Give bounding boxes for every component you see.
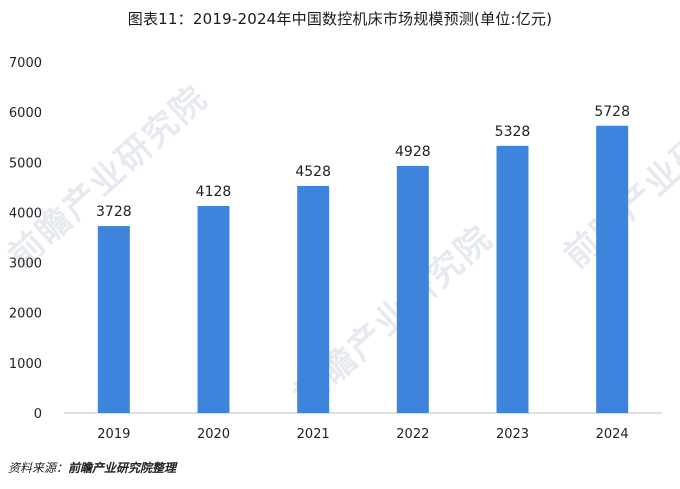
bar-2023: [496, 145, 529, 413]
bar-2022: [396, 165, 429, 413]
x-tick-label: 2022: [396, 427, 429, 442]
y-tick-label: 4000: [9, 206, 42, 221]
bar-2019: [97, 226, 130, 413]
y-tick-label: 0: [34, 407, 42, 422]
y-tick-label: 1000: [9, 357, 42, 372]
bar-2020: [197, 206, 230, 413]
x-tick-label: 2023: [496, 427, 529, 442]
data-label-2021: 4528: [295, 164, 331, 180]
data-label-2024: 5728: [594, 104, 630, 120]
data-label-2020: 4128: [196, 184, 232, 200]
x-tick-label: 2021: [297, 427, 330, 442]
y-tick-label: 2000: [9, 307, 42, 322]
bar-2021: [297, 185, 330, 413]
source-text: 前瞻产业研究院整理: [68, 461, 177, 475]
y-tick-label: 3000: [9, 257, 42, 272]
data-label-2022: 4928: [395, 144, 431, 160]
source-note: 资料来源：前瞻产业研究院整理: [8, 459, 176, 476]
chart-title: 图表11：2019-2024年中国数控机床市场规模预测(单位:亿元): [127, 10, 553, 28]
data-label-2019: 3728: [96, 204, 132, 220]
bar-2024: [596, 125, 629, 414]
x-tick-label: 2020: [197, 427, 230, 442]
y-tick-label: 5000: [9, 156, 42, 171]
source-label: 资料来源：: [8, 461, 69, 475]
x-tick-label: 2019: [97, 427, 130, 442]
y-tick-label: 7000: [9, 56, 42, 71]
x-tick-label: 2024: [596, 427, 629, 442]
y-tick-label: 6000: [9, 106, 42, 121]
data-label-2023: 5328: [495, 124, 531, 140]
